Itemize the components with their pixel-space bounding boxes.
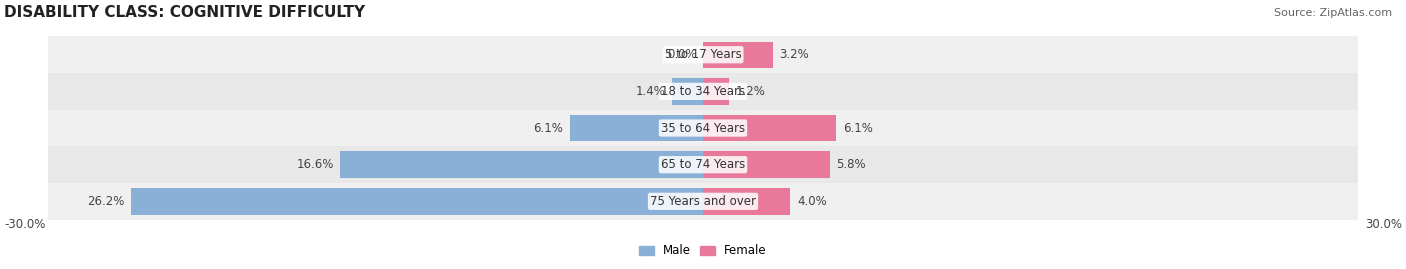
Text: 18 to 34 Years: 18 to 34 Years: [661, 85, 745, 98]
Text: 0.0%: 0.0%: [666, 48, 696, 61]
Text: -30.0%: -30.0%: [4, 218, 45, 231]
Text: 5 to 17 Years: 5 to 17 Years: [665, 48, 741, 61]
Legend: Male, Female: Male, Female: [634, 240, 772, 262]
Text: 16.6%: 16.6%: [297, 158, 335, 171]
Text: 6.1%: 6.1%: [533, 122, 564, 134]
Text: 65 to 74 Years: 65 to 74 Years: [661, 158, 745, 171]
Bar: [48, 36, 1358, 73]
Bar: [131, 188, 703, 215]
Bar: [672, 78, 703, 105]
Text: 5.8%: 5.8%: [837, 158, 866, 171]
Text: 1.2%: 1.2%: [735, 85, 766, 98]
Text: Source: ZipAtlas.com: Source: ZipAtlas.com: [1274, 8, 1392, 18]
Bar: [703, 41, 773, 68]
Bar: [340, 151, 703, 178]
Bar: [48, 146, 1358, 183]
Bar: [48, 73, 1358, 110]
Text: 26.2%: 26.2%: [87, 195, 124, 208]
Bar: [703, 115, 837, 141]
Text: 4.0%: 4.0%: [797, 195, 827, 208]
Text: 75 Years and over: 75 Years and over: [650, 195, 756, 208]
Text: 1.4%: 1.4%: [636, 85, 666, 98]
Text: 3.2%: 3.2%: [779, 48, 810, 61]
Bar: [703, 151, 830, 178]
Text: DISABILITY CLASS: COGNITIVE DIFFICULTY: DISABILITY CLASS: COGNITIVE DIFFICULTY: [4, 5, 366, 20]
Text: 30.0%: 30.0%: [1365, 218, 1402, 231]
Text: 35 to 64 Years: 35 to 64 Years: [661, 122, 745, 134]
Bar: [703, 188, 790, 215]
Bar: [569, 115, 703, 141]
Bar: [703, 78, 730, 105]
Text: 6.1%: 6.1%: [842, 122, 873, 134]
Bar: [48, 183, 1358, 220]
Bar: [48, 110, 1358, 146]
